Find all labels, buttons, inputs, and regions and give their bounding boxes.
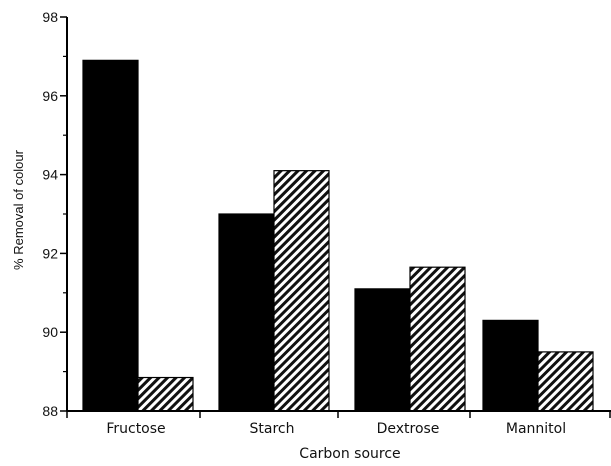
y-axis: 88 90 92 94 96 98 xyxy=(42,9,68,419)
bar-fructose-series-2 xyxy=(137,376,194,412)
bar-fructose-series-1 xyxy=(82,59,139,412)
bar-dextrose-series-1 xyxy=(354,288,411,412)
y-tick-label: 96 xyxy=(42,88,58,104)
x-tick-label-dextrose: Dextrose xyxy=(377,421,440,437)
x-tick-label-fructose: Fructose xyxy=(106,421,165,437)
y-tick-label: 94 xyxy=(42,167,58,183)
bar-dextrose-series-2 xyxy=(409,266,466,412)
bar-mannitol-series-1 xyxy=(482,319,539,412)
y-tick-label: 92 xyxy=(42,245,58,261)
x-tick-label-mannitol: Mannitol xyxy=(506,421,566,437)
y-tick-label: 98 xyxy=(42,9,58,25)
x-axis-title: Carbon source xyxy=(299,446,400,462)
x-tick-label-starch: Starch xyxy=(250,421,295,437)
x-axis: Fructose Starch Dextrose Mannitol xyxy=(66,410,611,437)
y-axis-title: % Removal of colour xyxy=(11,149,26,270)
bar-mannitol-series-2 xyxy=(537,351,594,412)
bar-starch-series-1 xyxy=(218,213,275,412)
y-tick-label: 88 xyxy=(42,403,58,419)
bars-layer xyxy=(82,59,594,412)
bar-starch-series-2 xyxy=(273,170,330,412)
y-tick-label: 90 xyxy=(42,324,58,340)
